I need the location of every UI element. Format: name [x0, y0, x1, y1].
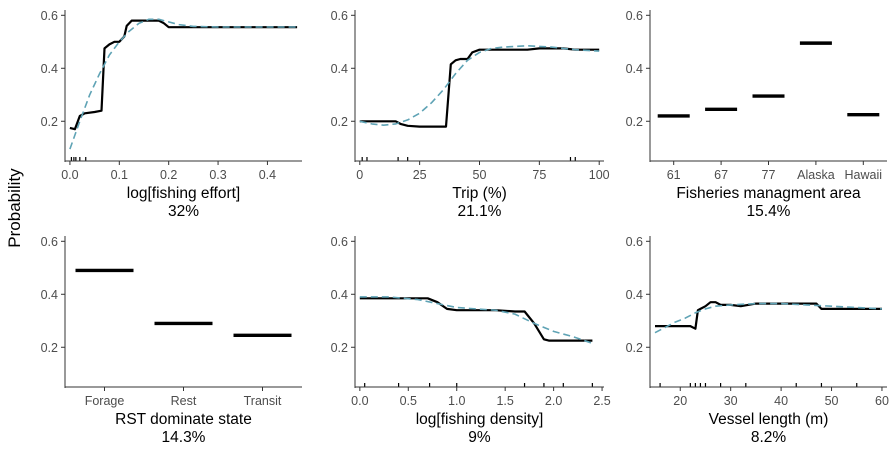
x-tick-label: 2.0: [545, 394, 562, 408]
x-axis-title: Fisheries managment area: [676, 185, 861, 202]
y-tick-label: 0.2: [331, 341, 348, 355]
y-tick-label: 0.2: [41, 341, 58, 355]
panels-group: 0.2 0.4 0.6 0.0 0.1 0.2 0.3 0.4 log[fishing effo…: [41, 9, 889, 446]
smooth-line: [654, 302, 883, 334]
panel-6: 0.2 0.4 0.6 20 30 40 50 60 Vessel length (m)8.2%: [626, 235, 889, 446]
y-tick-label: 0.6: [626, 235, 643, 249]
y-tick-label: 0.4: [626, 62, 643, 76]
x-tick-label: 20: [673, 394, 687, 408]
x-tick-label: 61: [667, 168, 681, 182]
x-axis-title: log[fishing effort]: [127, 185, 240, 202]
x-tick-label: 75: [532, 168, 546, 182]
importance-label: 8.2%: [751, 429, 787, 446]
x-axis-title: Vessel length (m): [709, 411, 829, 428]
x-tick-label: 0: [356, 168, 363, 182]
x-tick-label: 2.5: [593, 394, 610, 408]
y-tick-label: 0.4: [41, 288, 58, 302]
y-tick-label: 0.6: [41, 235, 58, 249]
importance-label: 32%: [168, 203, 199, 220]
y-tick-label: 0.2: [41, 115, 58, 129]
x-tick-label: 1.0: [448, 394, 465, 408]
importance-label: 21.1%: [458, 203, 502, 220]
x-axis-title: Trip (%): [452, 185, 507, 202]
x-tick-label: 0.1: [111, 168, 128, 182]
importance-label: 9%: [468, 429, 491, 446]
x-tick-label: 1.5: [496, 394, 513, 408]
x-axis-title: RST dominate state: [115, 411, 252, 428]
x-tick-label: 0.4: [259, 168, 276, 182]
smooth-line: [359, 45, 600, 126]
x-tick-label: Transit: [244, 394, 282, 408]
x-axis-title: log[fishing density]: [416, 411, 544, 428]
observed-line: [359, 47, 600, 128]
y-axis-title: Probability: [5, 168, 24, 248]
y-tick-label: 0.4: [331, 62, 348, 76]
x-tick-label: 100: [589, 168, 610, 182]
x-tick-label: Alaska: [797, 168, 835, 182]
panel-3: 0.2 0.4 0.6 61 67 77 Alaska Hawaii Fisheries man…: [626, 9, 887, 220]
x-tick-label: 0.0: [351, 394, 368, 408]
y-tick-label: 0.6: [41, 9, 58, 23]
y-tick-label: 0.6: [626, 9, 643, 23]
x-tick-label: 50: [473, 168, 487, 182]
y-tick-label: 0.6: [331, 235, 348, 249]
smooth-line: [359, 296, 593, 345]
observed-line: [359, 297, 593, 342]
x-tick-label: 60: [875, 394, 889, 408]
y-tick-label: 0.4: [41, 62, 58, 76]
panel-2: 0.2 0.4 0.6 0 25 50 75 100 Trip (%)21.1%: [331, 9, 610, 220]
x-tick-label: 30: [724, 394, 738, 408]
smooth-line: [69, 18, 298, 150]
y-tick-label: 0.2: [626, 115, 643, 129]
y-tick-label: 0.6: [331, 9, 348, 23]
x-tick-label: 0.5: [400, 394, 417, 408]
x-tick-label: 0.2: [160, 168, 177, 182]
importance-label: 14.3%: [162, 429, 206, 446]
x-tick-label: 25: [413, 168, 427, 182]
x-tick-label: 50: [825, 394, 839, 408]
y-tick-label: 0.4: [331, 288, 348, 302]
importance-label: 15.4%: [747, 203, 791, 220]
y-tick-label: 0.2: [626, 341, 643, 355]
y-tick-label: 0.4: [626, 288, 643, 302]
x-tick-label: 67: [714, 168, 728, 182]
panel-5: 0.2 0.4 0.6 0.0 0.5 1.0 1.5 2.0 2.5 log[fishing d…: [331, 235, 611, 446]
panel-1: 0.2 0.4 0.6 0.0 0.1 0.2 0.3 0.4 log[fishing effo…: [41, 9, 302, 220]
x-tick-label: 40: [774, 394, 788, 408]
x-tick-label: Forage: [85, 394, 125, 408]
x-tick-label: 0.3: [209, 168, 226, 182]
panel-4: 0.2 0.4 0.6 Forage Rest Transit RST dominate s…: [41, 235, 302, 446]
x-tick-label: Rest: [171, 394, 197, 408]
x-tick-label: Hawaii: [845, 168, 883, 182]
x-tick-label: 0.0: [61, 168, 78, 182]
x-tick-label: 77: [762, 168, 776, 182]
y-tick-label: 0.2: [331, 115, 348, 129]
observed-line: [69, 19, 298, 131]
observed-line: [655, 301, 882, 330]
